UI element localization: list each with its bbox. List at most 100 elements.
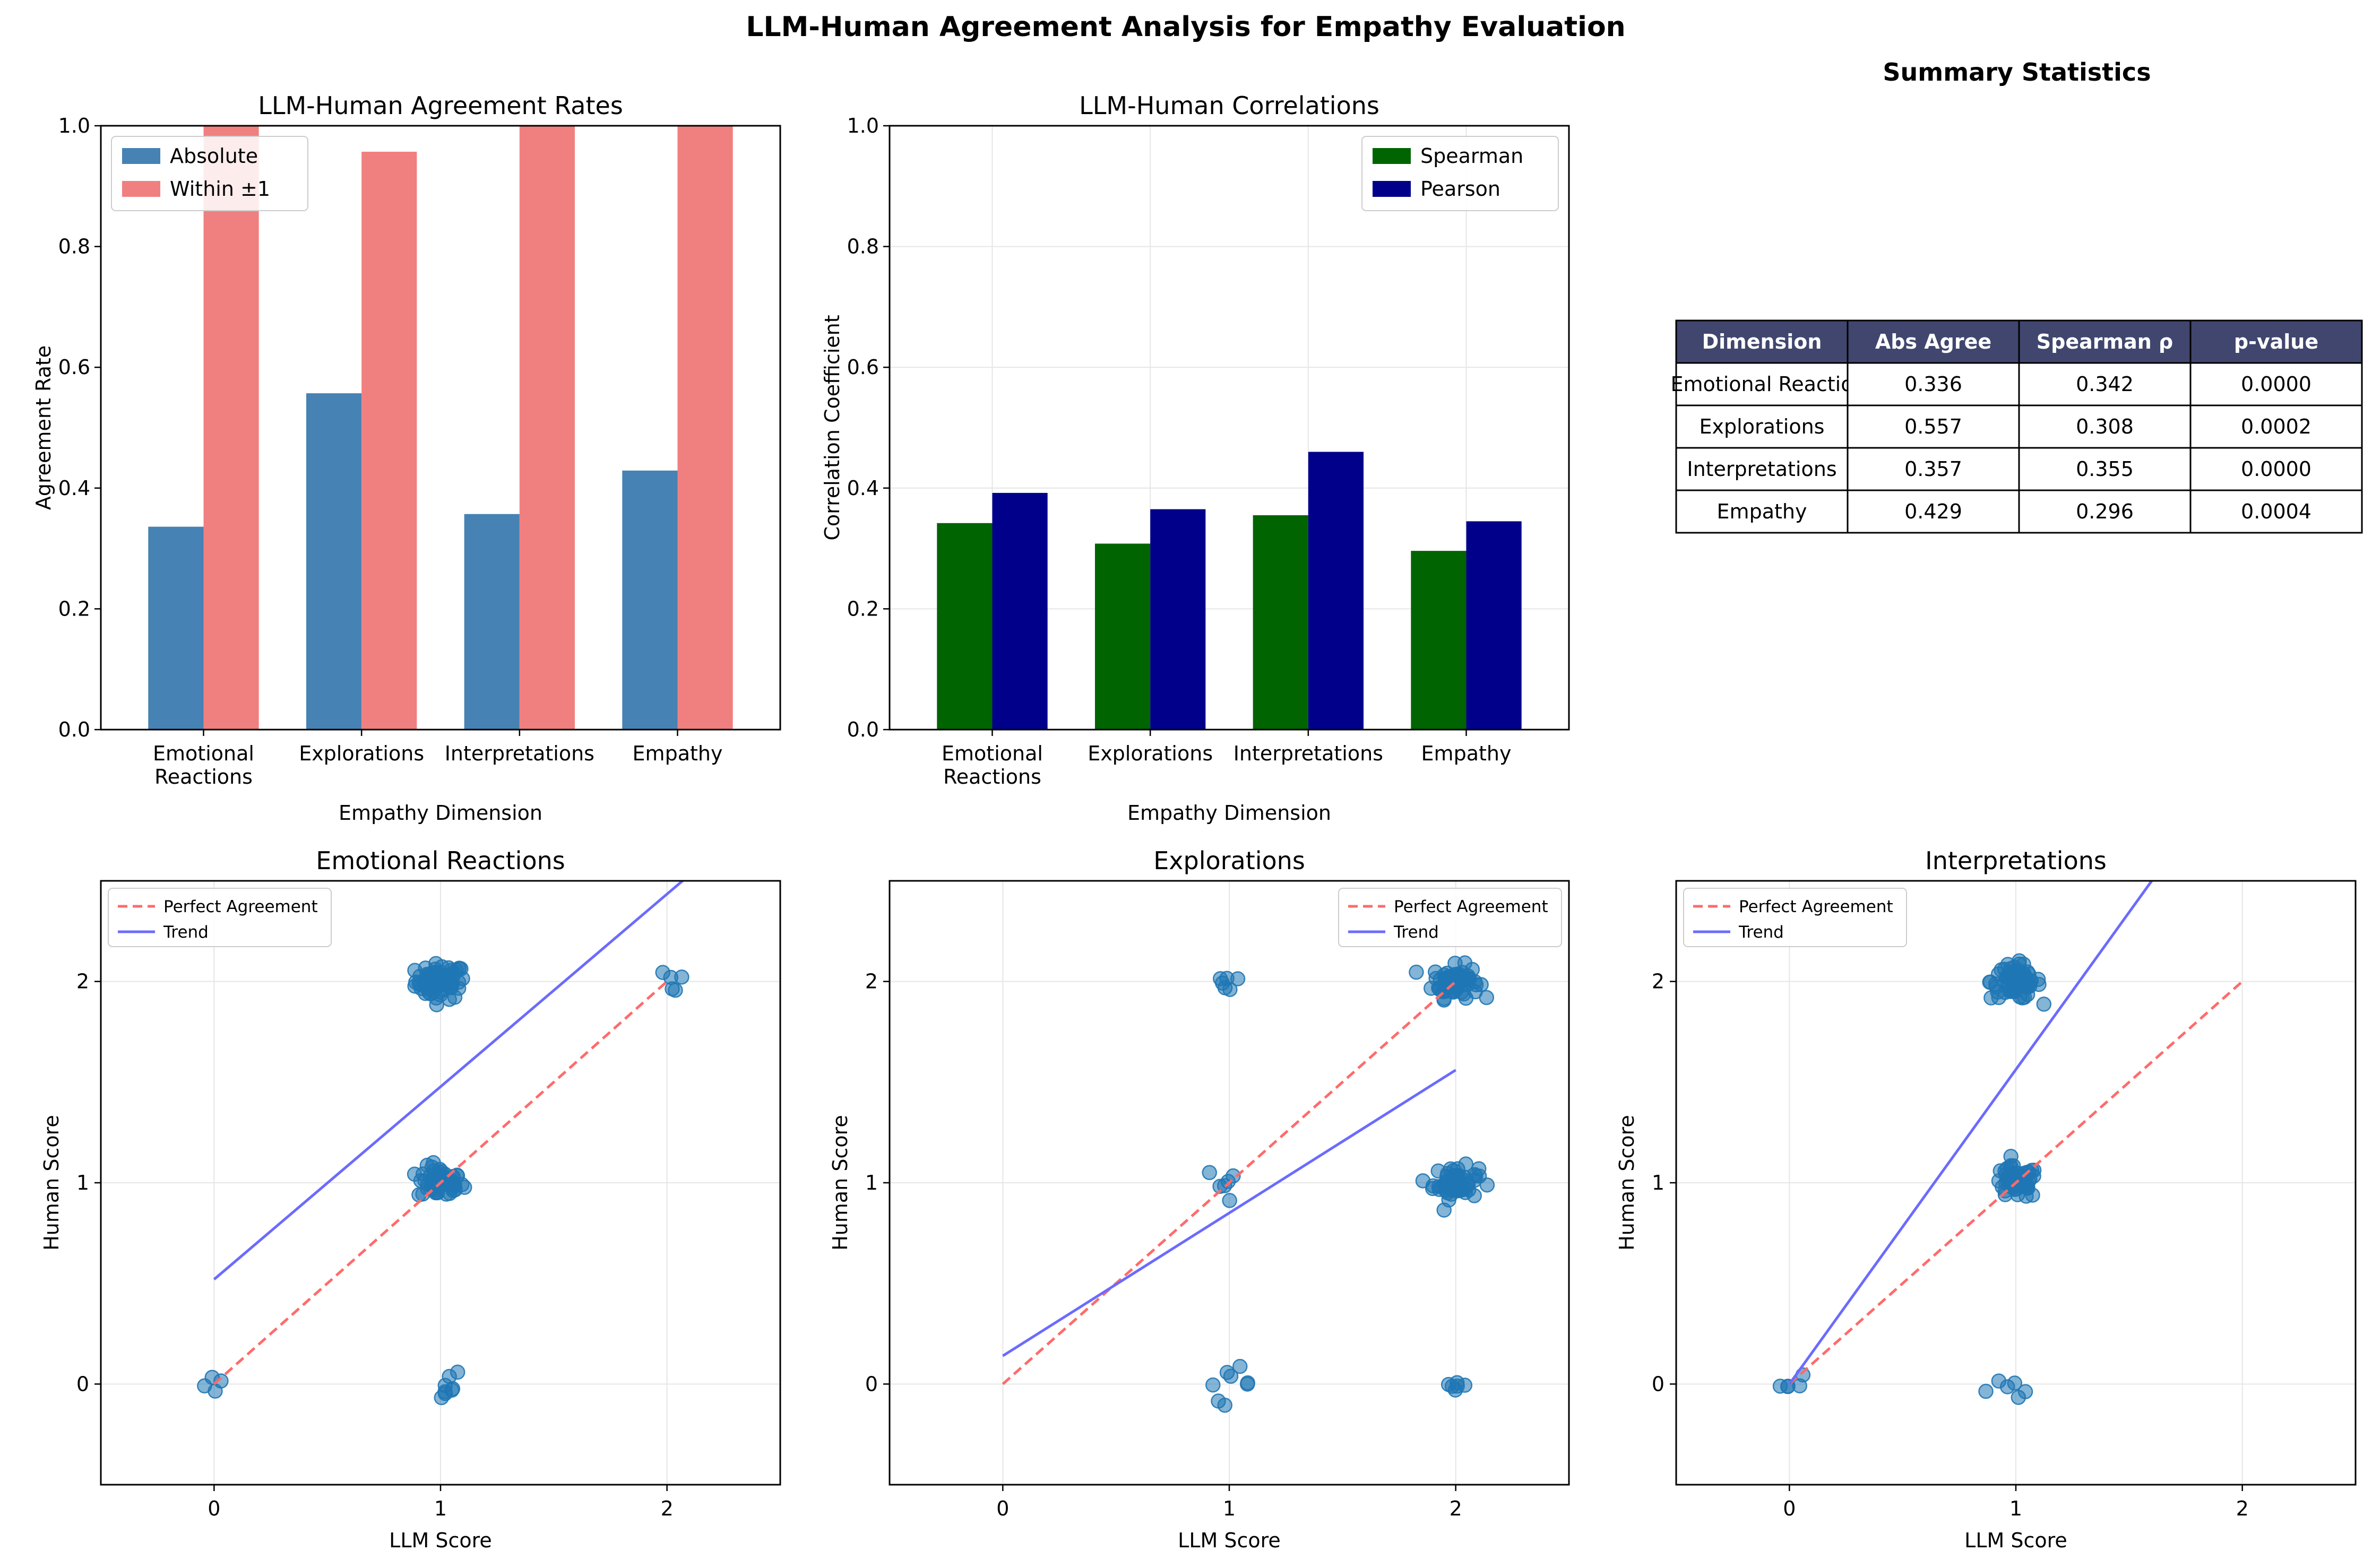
agreement-legend-swatch: [122, 181, 160, 197]
scatter_ex-point: [1479, 990, 1495, 1006]
correlations-legend-label: Spearman: [1420, 144, 1523, 168]
scatter_in-title: Interpretations: [1925, 846, 2107, 875]
correlations-bar-0-0: [937, 523, 993, 730]
scatter_ex-xlabel: LLM Score: [1178, 1529, 1281, 1552]
scatter_ex-point: [1452, 1168, 1468, 1184]
scatter_ex-point: [1449, 975, 1464, 991]
correlations-ytick-label: 0.6: [847, 356, 879, 379]
table-cell: [1847, 404, 2020, 449]
agreement-bar-0-1: [306, 393, 362, 730]
scatter_ex-point: [1460, 968, 1476, 984]
agreement-xtick-label: Empathy: [633, 742, 723, 765]
table-header-label: Dimension: [1702, 330, 1822, 353]
correlations-xtick-label: Empathy: [1421, 742, 1512, 765]
scatter_er-xtick-label: 0: [208, 1497, 220, 1520]
scatter_ex-point: [1444, 1379, 1460, 1394]
scatter_ex-point: [1430, 1163, 1446, 1179]
scatter_er-point: [445, 1381, 461, 1397]
agreement-bar-0-3: [622, 470, 678, 730]
scatter_er-point: [434, 959, 450, 975]
scatter_in-legend-box: [1683, 888, 1907, 947]
scatter_er-ytick-label: 0: [76, 1372, 89, 1396]
scatter_er-point: [455, 971, 470, 986]
scatter_ex-point: [1479, 1177, 1495, 1193]
correlations-xlabel: Empathy Dimension: [1127, 801, 1331, 825]
scatter_ex-point: [1219, 1365, 1235, 1380]
scatter_er-point: [674, 969, 689, 985]
scatter_er-point: [655, 965, 671, 980]
scatter_er-point: [436, 971, 452, 987]
summary-table: Summary Statistics Dimension Abs Agree Spea…: [1671, 58, 2363, 534]
correlations-bar-1-2: [1308, 452, 1364, 730]
correlations-ylabel: Correlation Coefficient: [821, 315, 844, 540]
correlations-legend-swatch: [1373, 148, 1411, 164]
scatter_ex-point: [1230, 971, 1246, 986]
scatter_ex-title: Explorations: [1153, 846, 1305, 875]
agreement-xtick-label: Explorations: [299, 742, 424, 765]
correlations-legend-box: [1361, 136, 1559, 211]
scatter_in-plot-area: [1772, 881, 2244, 1405]
table-header-label: Spearman ρ: [2037, 330, 2173, 353]
table-header-cell: [2018, 319, 2192, 364]
scatter_er-point: [417, 1173, 433, 1189]
scatter_in-point: [2007, 1375, 2023, 1391]
scatter_er-point: [434, 1390, 450, 1406]
table-header-cell: [1847, 319, 2020, 364]
scatter_er-point: [423, 967, 439, 982]
agreement-xtick-label: Interpretations: [445, 742, 594, 765]
correlations-bar-1-0: [992, 492, 1048, 730]
scatter_in-chart: 0 1 2 0 1 2 Interpretations LLM Score Human Scor…: [1615, 846, 2357, 1552]
scatter_in-point: [1982, 974, 1997, 990]
agreement-ytick-label: 0.8: [58, 235, 90, 258]
table-header-cell: [2189, 319, 2363, 364]
agreement-bar-1-1: [361, 151, 417, 730]
correlations-bar-1-3: [1466, 521, 1522, 730]
table-cell-value: 0.0004: [2241, 500, 2311, 523]
table-cell-value: 0.0000: [2241, 372, 2311, 396]
table-cell-value: 0.308: [2076, 415, 2134, 438]
scatter_ex-point: [1205, 1377, 1221, 1393]
scatter_ex-point: [1438, 1175, 1454, 1191]
scatter_ex-point: [1457, 1378, 1473, 1393]
scatter_ex-legend-box: [1338, 888, 1562, 947]
scatter_ex-perfect-line: [1002, 980, 1457, 1385]
agreement-xlabel: Empathy Dimension: [339, 801, 542, 825]
scatter_ex-trend-line: [1002, 1069, 1457, 1357]
scatter_er-xtick-label: 2: [661, 1497, 674, 1520]
scatter_ex-xtick-label: 1: [1223, 1497, 1236, 1520]
agreement-bar-0-2: [464, 514, 520, 730]
agreement-legend-box: [111, 136, 308, 211]
agreement-ytick-label: 0.4: [58, 477, 90, 500]
scatter_ex-legend-perfect-label: Perfect Agreement: [1394, 897, 1548, 916]
table-cell-value: 0.342: [2076, 372, 2134, 396]
scatter_in-xtick-label: 0: [1783, 1497, 1796, 1520]
agreement-ytick-label: 0.2: [58, 597, 90, 620]
correlations-title: LLM-Human Correlations: [1079, 91, 1379, 120]
scatter_in-point: [2025, 1188, 2040, 1203]
agreement-bar-0-0: [148, 526, 204, 730]
correlations-frame: [889, 125, 1570, 731]
table-cell: [1675, 404, 1849, 449]
scatter_ex-chart: 0 1 2 0 1 2 Explorations LLM Score Human Score Pe…: [829, 846, 1570, 1552]
scatter_in-xtick-label: 1: [2009, 1497, 2022, 1520]
scatter_er-point: [421, 984, 437, 1000]
scatter_ex-point: [1428, 964, 1443, 980]
agreement-ytick-label: 0.6: [58, 356, 90, 379]
table-cell-value: 0.557: [1904, 415, 1962, 438]
table-cell: [2189, 404, 2363, 449]
scatter_er-legend-box: [108, 888, 332, 947]
scatter_ex-xtick-label: 0: [996, 1497, 1009, 1520]
table-cell: [2018, 489, 2192, 534]
table-cell: [2189, 489, 2363, 534]
scatter_in-point: [1978, 1383, 1994, 1399]
scatter_in-ylabel: Human Score: [1615, 1115, 1638, 1251]
agreement-legend-label: Within ±1: [170, 177, 270, 201]
scatter_er-plot-area: [197, 881, 689, 1406]
agreement-bar-1-0: [203, 126, 259, 730]
scatter_ex-plot-area: [1002, 955, 1495, 1413]
scatter_ex-point: [1458, 1156, 1474, 1172]
table-cell-value: 0.336: [1904, 372, 1962, 396]
scatter_ex-ytick-label: 2: [865, 970, 878, 993]
correlations-bar-1-1: [1150, 509, 1206, 730]
